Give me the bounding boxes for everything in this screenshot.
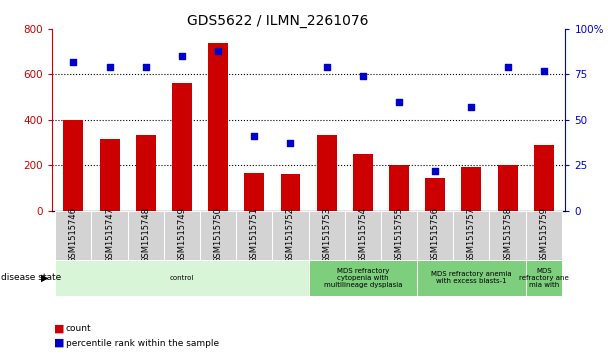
Bar — [381, 211, 417, 260]
Point — [430, 168, 440, 174]
Bar — [208, 43, 228, 211]
Text: MDS refractory anemia
with excess blasts-1: MDS refractory anemia with excess blasts… — [431, 271, 512, 284]
Text: GSM1515753: GSM1515753 — [322, 207, 331, 263]
Bar — [172, 83, 192, 211]
Bar — [55, 211, 91, 260]
Point — [358, 73, 368, 79]
Bar — [389, 165, 409, 211]
Point — [213, 48, 223, 54]
Point — [503, 64, 513, 70]
Bar — [417, 260, 526, 296]
Point — [141, 64, 151, 70]
Text: control: control — [170, 275, 194, 281]
Text: GSM1515754: GSM1515754 — [358, 207, 367, 263]
Text: GSM1515751: GSM1515751 — [250, 207, 259, 263]
Bar — [128, 211, 164, 260]
Point — [249, 133, 259, 139]
Bar — [489, 211, 526, 260]
Point — [394, 99, 404, 105]
Text: GSM1515749: GSM1515749 — [178, 207, 187, 263]
Bar — [236, 211, 272, 260]
Bar — [345, 211, 381, 260]
Bar — [417, 211, 454, 260]
Bar — [272, 211, 308, 260]
Bar — [526, 260, 562, 296]
Point — [322, 64, 331, 70]
Text: GSM1515750: GSM1515750 — [213, 207, 223, 263]
Bar — [63, 120, 83, 211]
Point — [286, 140, 295, 146]
Point — [177, 53, 187, 59]
Bar — [55, 260, 308, 296]
Point — [539, 68, 548, 74]
Text: MDS
refractory ane
mia with: MDS refractory ane mia with — [519, 268, 568, 288]
Bar — [454, 211, 489, 260]
Bar — [425, 178, 445, 211]
Bar — [353, 154, 373, 211]
Bar — [136, 135, 156, 211]
Point — [466, 104, 476, 110]
Bar — [200, 211, 236, 260]
Bar — [461, 167, 482, 211]
Text: GSM1515752: GSM1515752 — [286, 207, 295, 263]
Text: percentile rank within the sample: percentile rank within the sample — [66, 339, 219, 347]
Text: GSM1515759: GSM1515759 — [539, 207, 548, 263]
Bar — [244, 173, 264, 211]
Bar — [280, 174, 300, 211]
Bar — [100, 139, 120, 211]
Text: ■: ■ — [54, 323, 64, 334]
Text: GSM1515746: GSM1515746 — [69, 207, 78, 263]
Text: GSM1515757: GSM1515757 — [467, 207, 476, 263]
Title: GDS5622 / ILMN_2261076: GDS5622 / ILMN_2261076 — [187, 14, 368, 28]
Bar — [91, 211, 128, 260]
Text: GSM1515747: GSM1515747 — [105, 207, 114, 263]
Bar — [317, 135, 337, 211]
Text: GSM1515758: GSM1515758 — [503, 207, 512, 263]
Text: GSM1515755: GSM1515755 — [395, 207, 404, 263]
Text: ■: ■ — [54, 338, 64, 348]
Bar — [497, 165, 517, 211]
Text: GSM1515756: GSM1515756 — [430, 207, 440, 263]
Text: disease state: disease state — [1, 273, 61, 282]
Bar — [308, 260, 417, 296]
Bar — [526, 211, 562, 260]
Point — [105, 64, 114, 70]
Text: count: count — [66, 324, 91, 333]
Bar — [308, 211, 345, 260]
Text: MDS refractory
cytopenia with
multilineage dysplasia: MDS refractory cytopenia with multilinea… — [323, 268, 402, 288]
Bar — [534, 146, 554, 211]
Text: ▶: ▶ — [41, 273, 49, 283]
Point — [69, 59, 78, 65]
Text: GSM1515748: GSM1515748 — [141, 207, 150, 263]
Bar — [164, 211, 200, 260]
